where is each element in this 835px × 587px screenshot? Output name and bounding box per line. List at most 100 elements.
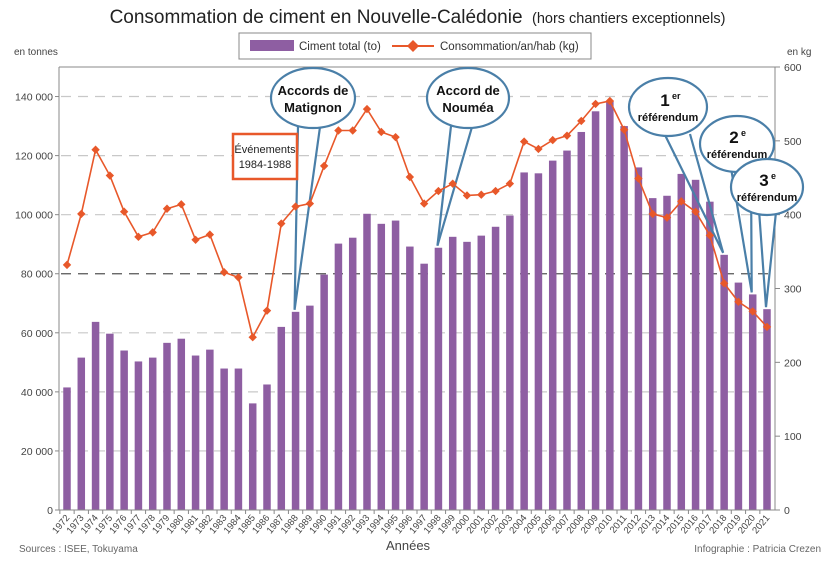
point-1997 — [419, 199, 429, 208]
point-1995 — [391, 132, 400, 142]
right-tick-label: 500 — [784, 136, 802, 148]
callout-ref3: 3 e référendum — [729, 157, 805, 308]
bar-2015 — [677, 173, 686, 511]
callout-bubble — [729, 157, 805, 217]
left-axis-ticks: 0 20 000 40 000 60 000 80 000 100 000 120 000 1… — [15, 92, 59, 517]
point-2015 — [677, 197, 686, 206]
bar-1984 — [234, 368, 243, 510]
callout-ordinal: 1 — [660, 91, 669, 110]
callout-text-line: Accords de — [278, 83, 349, 98]
callout-ordinal: 2 — [729, 128, 738, 147]
sources-note: Sources : ISEE, Tokuyama — [19, 544, 138, 555]
callout-bubble — [627, 76, 709, 138]
point-1973 — [77, 209, 86, 219]
left-tick-label: 40 000 — [21, 387, 53, 399]
callout-pointer — [757, 209, 778, 308]
point-2012 — [634, 174, 643, 183]
bar-1998 — [434, 247, 443, 510]
callout-text-line: Accord de — [436, 83, 500, 98]
point-1980 — [177, 200, 186, 209]
bar-1985 — [248, 403, 257, 510]
x-axis-label: Années — [386, 538, 431, 553]
left-tick-label: 80 000 — [21, 269, 53, 281]
callout-bubble — [269, 66, 357, 130]
consumption-polyline — [66, 100, 768, 340]
bar-2009 — [591, 111, 600, 511]
point-1987 — [277, 219, 286, 228]
right-tick-label: 200 — [784, 357, 802, 369]
bar-1994 — [377, 223, 386, 510]
point-2011 — [619, 125, 629, 134]
callout-pointer — [293, 125, 322, 310]
left-axis-unit: en tonnes — [14, 47, 58, 58]
point-1982 — [205, 230, 215, 239]
point-1972 — [62, 260, 72, 270]
callout-bubble — [425, 66, 511, 130]
event-box-line-2: 1984-1988 — [239, 159, 292, 171]
bar-1975 — [106, 333, 114, 510]
point-2002 — [491, 186, 500, 196]
point-1999 — [448, 179, 457, 188]
callout-ordinal-suffix: e — [741, 128, 746, 138]
left-tick-label: 0 — [47, 505, 53, 517]
callout-ref1: 1 er référendum — [627, 76, 725, 254]
callout-pointer — [436, 125, 474, 247]
callout-ordinal-suffix: er — [672, 91, 681, 101]
bar-1982 — [206, 349, 214, 510]
bar-1990 — [320, 274, 328, 510]
callout-ordinal-suffix: e — [771, 171, 776, 181]
bar-2021 — [763, 309, 771, 510]
x-axis-ticks: 1972197319741975197619771978197919801981… — [50, 510, 772, 536]
point-1974 — [91, 145, 100, 154]
bar-1986 — [263, 384, 271, 510]
point-1976 — [119, 207, 129, 216]
chart-title-sub: (hors chantiers exceptionnels) — [532, 11, 725, 27]
callout-text-line: référendum — [737, 192, 798, 204]
consumption-line — [62, 96, 772, 342]
callout-text-line: Nouméa — [442, 100, 494, 115]
bar-2020 — [748, 294, 757, 510]
legend-bar-swatch — [250, 40, 294, 51]
right-tick-label: 100 — [784, 431, 802, 443]
bar-1983 — [220, 368, 228, 510]
bar-2017 — [706, 201, 714, 510]
bar-1989 — [306, 305, 314, 510]
bar-1973 — [77, 357, 86, 510]
callout-pointer — [664, 133, 725, 254]
chart-title: Consommation de ciment en Nouvelle-Caléd… — [110, 7, 726, 28]
bar-2007 — [563, 150, 571, 510]
callout-noumea: Accord de Nouméa — [425, 66, 511, 247]
left-tick-label: 100 000 — [15, 210, 53, 222]
point-2019 — [734, 297, 743, 306]
bar-1988 — [291, 311, 300, 510]
bar-1981 — [191, 355, 200, 510]
bar-2018 — [720, 254, 728, 510]
event-box-frame — [231, 132, 299, 181]
point-2004 — [519, 137, 529, 146]
point-2006 — [548, 135, 557, 145]
bar-1976 — [120, 350, 128, 510]
point-1988 — [291, 202, 300, 211]
chart-title-main: Consommation de ciment en Nouvelle-Caléd… — [110, 7, 523, 28]
point-1991 — [334, 126, 343, 135]
bar-1991 — [334, 243, 343, 511]
bar-2005 — [534, 173, 543, 510]
bar-2013 — [648, 198, 657, 511]
callout-ordinal: 3 — [759, 171, 768, 190]
bar-1974 — [91, 321, 100, 510]
point-2016 — [691, 207, 700, 216]
point-1983 — [219, 268, 229, 277]
point-1994 — [377, 127, 386, 137]
point-1978 — [148, 228, 157, 237]
bar-2019 — [734, 282, 743, 510]
bar-2002 — [491, 226, 500, 510]
bar-2011 — [620, 126, 628, 511]
bar-1987 — [277, 326, 286, 510]
point-2018 — [719, 279, 729, 288]
callout-text-line: référendum — [707, 149, 768, 161]
point-1986 — [262, 306, 272, 315]
bar-2001 — [477, 235, 486, 511]
bar-1996 — [406, 246, 414, 510]
point-1993 — [362, 104, 372, 114]
bar-2010 — [606, 100, 614, 510]
